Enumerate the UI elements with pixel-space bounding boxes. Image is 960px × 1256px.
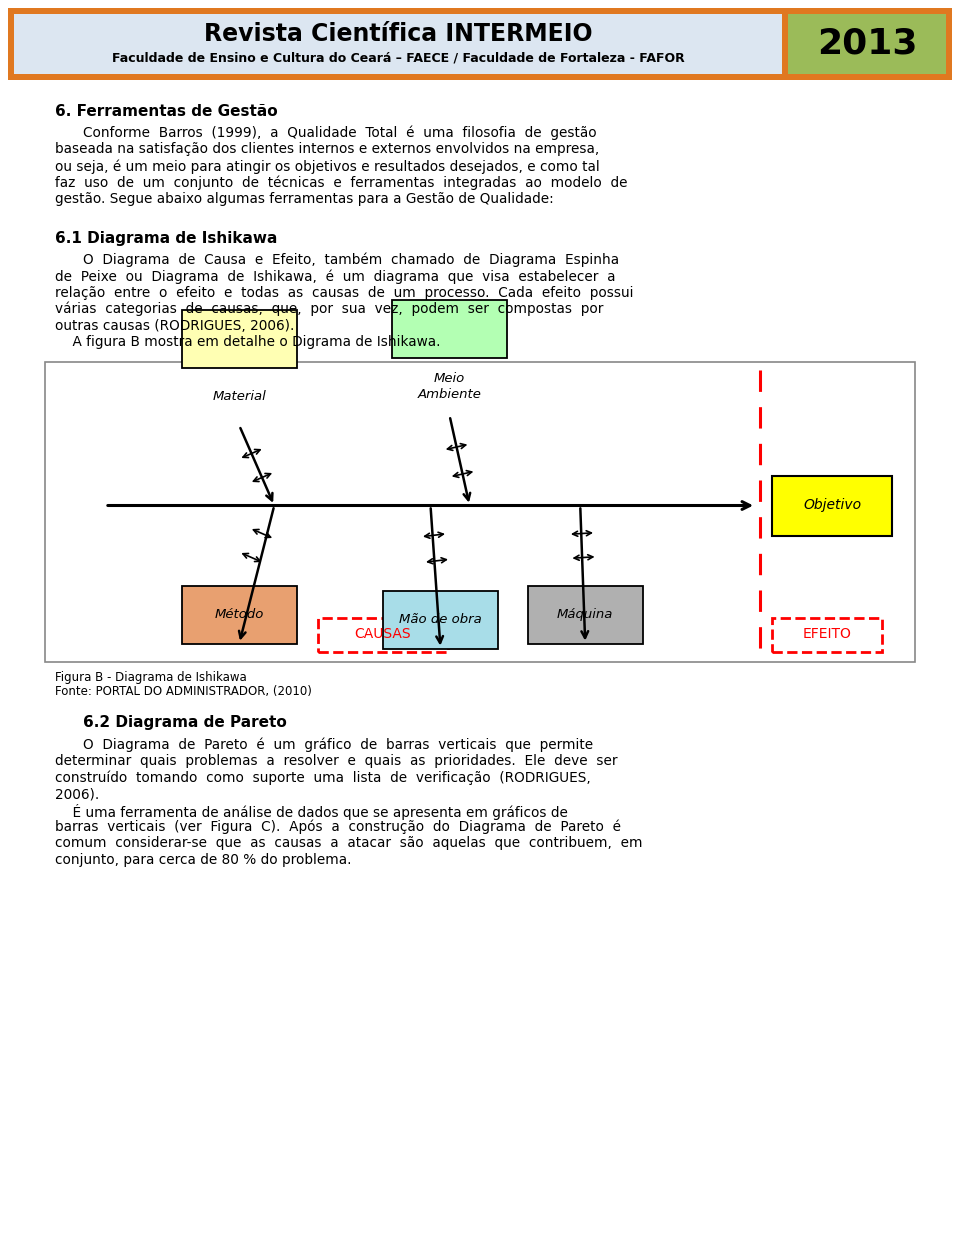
Bar [528,585,643,643]
Text: Material: Material [212,391,266,403]
Text: Revista Científica INTERMEIO: Revista Científica INTERMEIO [204,23,592,46]
FancyBboxPatch shape [318,618,447,652]
Text: conjunto, para cerca de 80 % do problema.: conjunto, para cerca de 80 % do problema… [55,853,351,867]
Text: Objetivo: Objetivo [803,499,861,512]
Text: barras  verticais  (ver  Figura  C).  Após  a  construção  do  Diagrama  de  Par: barras verticais (ver Figura C). Após a … [55,820,621,834]
Bar [8,8,952,80]
Text: A figura B mostra em detalhe o Digrama de Ishikawa.: A figura B mostra em detalhe o Digrama d… [55,335,441,349]
Bar [14,14,782,74]
Text: relação  entre  o  efeito  e  todas  as  causas  de  um  processo.  Cada  efeito: relação entre o efeito e todas as causas… [55,285,634,299]
Bar [181,309,297,368]
Bar [181,585,297,643]
Text: CAUSAS: CAUSAS [354,628,411,642]
Text: Mão de obra: Mão de obra [399,613,482,625]
Text: Conforme  Barros  (1999),  a  Qualidade  Total  é  uma  filosofia  de  gestão: Conforme Barros (1999), a Qualidade Tota… [83,126,596,141]
Text: baseada na satisfação dos clientes internos e externos envolvidos na empresa,: baseada na satisfação dos clientes inter… [55,142,599,157]
Text: construído  tomando  como  suporte  uma  lista  de  verificação  (RODRIGUES,: construído tomando como suporte uma list… [55,770,590,785]
Text: O  Diagrama  de  Causa  e  Efeito,  também  chamado  de  Diagrama  Espinha: O Diagrama de Causa e Efeito, também cha… [83,252,619,268]
Text: Faculdade de Ensino e Cultura do Ceará – FAECE / Faculdade de Fortaleza - FAFOR: Faculdade de Ensino e Cultura do Ceará –… [111,51,684,64]
Text: Figura B - Diagrama de Ishikawa: Figura B - Diagrama de Ishikawa [55,672,247,685]
Text: ou seja, é um meio para atingir os objetivos e resultados desejados, e como tal: ou seja, é um meio para atingir os objet… [55,160,600,173]
Text: 2006).: 2006). [55,788,99,801]
Text: 6.2 Diagrama de Pareto: 6.2 Diagrama de Pareto [83,716,287,731]
Bar [45,362,915,662]
Bar [772,476,892,535]
Text: Meio
Ambiente: Meio Ambiente [418,373,482,401]
Bar [788,14,946,74]
Text: Método: Método [215,608,264,620]
Text: faz  uso  de  um  conjunto  de  técnicas  e  ferramentas  integradas  ao  modelo: faz uso de um conjunto de técnicas e fer… [55,176,628,190]
Text: outras causas (RODRIGUES, 2006).: outras causas (RODRIGUES, 2006). [55,319,295,333]
Text: de  Peixe  ou  Diagrama  de  Ishikawa,  é  um  diagrama  que  visa  estabelecer : de Peixe ou Diagrama de Ishikawa, é um d… [55,269,615,284]
Text: O  Diagrama  de  Pareto  é  um  gráfico  de  barras  verticais  que  permite: O Diagrama de Pareto é um gráfico de bar… [83,737,593,752]
Text: EFEITO: EFEITO [803,628,852,642]
Text: É uma ferramenta de análise de dados que se apresenta em gráficos de: É uma ferramenta de análise de dados que… [55,804,568,819]
FancyBboxPatch shape [772,618,882,652]
Text: comum  considerar-se  que  as  causas  a  atacar  são  aquelas  que  contribuem,: comum considerar-se que as causas a atac… [55,836,642,850]
Text: Fonte: PORTAL DO ADMINISTRADOR, (2010): Fonte: PORTAL DO ADMINISTRADOR, (2010) [55,686,312,698]
Text: 2013: 2013 [817,26,917,62]
Text: 6.1 Diagrama de Ishikawa: 6.1 Diagrama de Ishikawa [55,231,277,245]
Text: gestão. Segue abaixo algumas ferramentas para a Gestão de Qualidade:: gestão. Segue abaixo algumas ferramentas… [55,192,554,206]
Text: 6. Ferramentas de Gestão: 6. Ferramentas de Gestão [55,104,277,119]
Bar [392,299,507,358]
Text: determinar  quais  problemas  a  resolver  e  quais  as  prioridades.  Ele  deve: determinar quais problemas a resolver e … [55,754,617,767]
Text: várias  categorias  de  causas,  que,  por  sua  vez,  podem  ser  compostas  po: várias categorias de causas, que, por su… [55,301,604,317]
Bar [383,590,498,648]
Text: Máquina: Máquina [557,608,613,620]
